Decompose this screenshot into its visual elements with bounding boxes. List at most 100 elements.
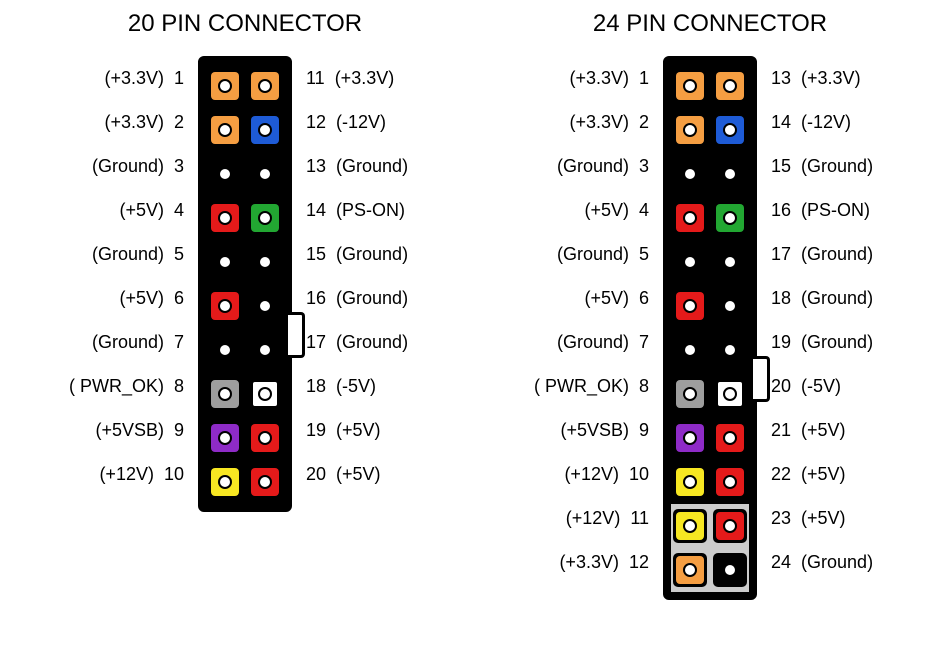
pin-left (208, 69, 242, 103)
signal-label: (+3.3V) (104, 112, 164, 133)
pin-hole-icon (218, 211, 232, 225)
pin-left (208, 157, 242, 191)
pin-row (206, 108, 284, 152)
labels-left: (+3.3V)1(+3.3V)2(Ground)3(+5V)4(Ground)5… (20, 56, 194, 496)
pin-hole-icon (683, 343, 697, 357)
pin-hole-icon (683, 79, 697, 93)
pin-row (206, 64, 284, 108)
pin-hole-icon (258, 211, 272, 225)
pin-row (671, 284, 749, 328)
signal-label: (Ground) (801, 244, 873, 265)
label-row: 15 (Ground) (761, 144, 940, 188)
signal-label: (-5V) (336, 376, 376, 397)
pin-right (713, 245, 747, 279)
label-row: 22(+5V) (761, 452, 940, 496)
pin-number: 6 (174, 288, 184, 309)
label-row: 11(+3.3V) (296, 56, 470, 100)
pin-right (248, 465, 282, 499)
pin-left (673, 113, 707, 147)
label-row: 16(PS-ON) (761, 188, 940, 232)
pin-inner (716, 512, 744, 540)
pin-inner (211, 116, 239, 144)
connector-24pin: 24 PIN CONNECTOR(+3.3V)1(+3.3V)2(Ground)… (480, 10, 940, 600)
pin-hole-icon (683, 563, 697, 577)
pin-inner (716, 556, 744, 584)
pin-hole-icon (723, 299, 737, 313)
label-row: 24(Ground) (761, 540, 940, 584)
pin-number: 3 (174, 156, 184, 177)
label-row: 19(Ground) (761, 320, 940, 364)
signal-label: (+5V) (119, 288, 164, 309)
labels-right: 11(+3.3V)12(-12V)13(Ground)14(PS-ON)15(G… (296, 56, 470, 496)
label-row: (Ground)5 (20, 232, 194, 276)
pin-hole-icon (723, 255, 737, 269)
pin-hole-icon (258, 167, 272, 181)
pin-number: 14 (306, 200, 326, 221)
pin-row (671, 416, 749, 460)
label-row: (+5V)6 (480, 276, 659, 320)
label-row: (+3.3V)1 (480, 56, 659, 100)
pin-hole-icon (218, 79, 232, 93)
signal-label: (Ground) (92, 156, 164, 177)
label-row: (Ground)7 (20, 320, 194, 364)
pin-number: 15 (306, 244, 326, 265)
pin-right (248, 157, 282, 191)
pin-left (208, 377, 242, 411)
pin-inner (676, 512, 704, 540)
label-row: 12(-12V) (296, 100, 470, 144)
pin-inner (251, 468, 279, 496)
pin-number: 19 (771, 332, 791, 353)
pin-hole-icon (258, 255, 272, 269)
pin-number: 7 (174, 332, 184, 353)
pin-number: 10 (629, 464, 649, 485)
signal-label: (Ground) (92, 244, 164, 265)
pin-row (206, 240, 284, 284)
pin-hole-icon (723, 123, 737, 137)
pin-inner (716, 116, 744, 144)
pin-inner (676, 160, 704, 188)
signal-label: (-12V) (801, 112, 851, 133)
label-row: (+12V)11 (480, 496, 659, 540)
pin-number: 20 (306, 464, 326, 485)
pin-left (208, 113, 242, 147)
connector-shell (198, 56, 292, 512)
pin-hole-icon (258, 387, 272, 401)
pin-hole-icon (723, 563, 737, 577)
pin-inner (716, 336, 744, 364)
pin-left (673, 377, 707, 411)
pin-hole-icon (258, 299, 272, 313)
signal-label: (Ground) (557, 332, 629, 353)
signal-label: (PS-ON) (336, 200, 405, 221)
signal-label: ( PWR_OK) (69, 376, 164, 397)
pin-number: 4 (639, 200, 649, 221)
pin-inner (716, 468, 744, 496)
pin-inner (251, 424, 279, 452)
signal-label: (Ground) (801, 552, 873, 573)
pin-number: 1 (639, 68, 649, 89)
pin-left (673, 69, 707, 103)
pin-number: 2 (174, 112, 184, 133)
pin-hole-icon (218, 431, 232, 445)
pin-left (673, 289, 707, 323)
pin-inner (676, 424, 704, 452)
pin-number: 14 (771, 112, 791, 133)
label-row: (+12V)10 (20, 452, 194, 496)
pin-number: 8 (639, 376, 649, 397)
connector-shell (663, 56, 757, 600)
pin-inner (251, 72, 279, 100)
pin-number: 2 (639, 112, 649, 133)
signal-label: (Ground) (801, 156, 873, 177)
pin-number: 12 (306, 112, 326, 133)
pin-number: 18 (306, 376, 326, 397)
pin-number: 15 (771, 156, 791, 177)
pin-left (673, 509, 707, 543)
pin-number: 1 (174, 68, 184, 89)
label-row: ( PWR_OK)8 (480, 364, 659, 408)
label-row: 17(Ground) (296, 320, 470, 364)
label-row: 14 (-12V) (761, 100, 940, 144)
connector-20pin: 20 PIN CONNECTOR(+3.3V)1(+3.3V)2(Ground)… (20, 10, 470, 512)
signal-label: (+12V) (564, 464, 619, 485)
pin-left (673, 333, 707, 367)
pin-right (713, 421, 747, 455)
pin-number: 6 (639, 288, 649, 309)
